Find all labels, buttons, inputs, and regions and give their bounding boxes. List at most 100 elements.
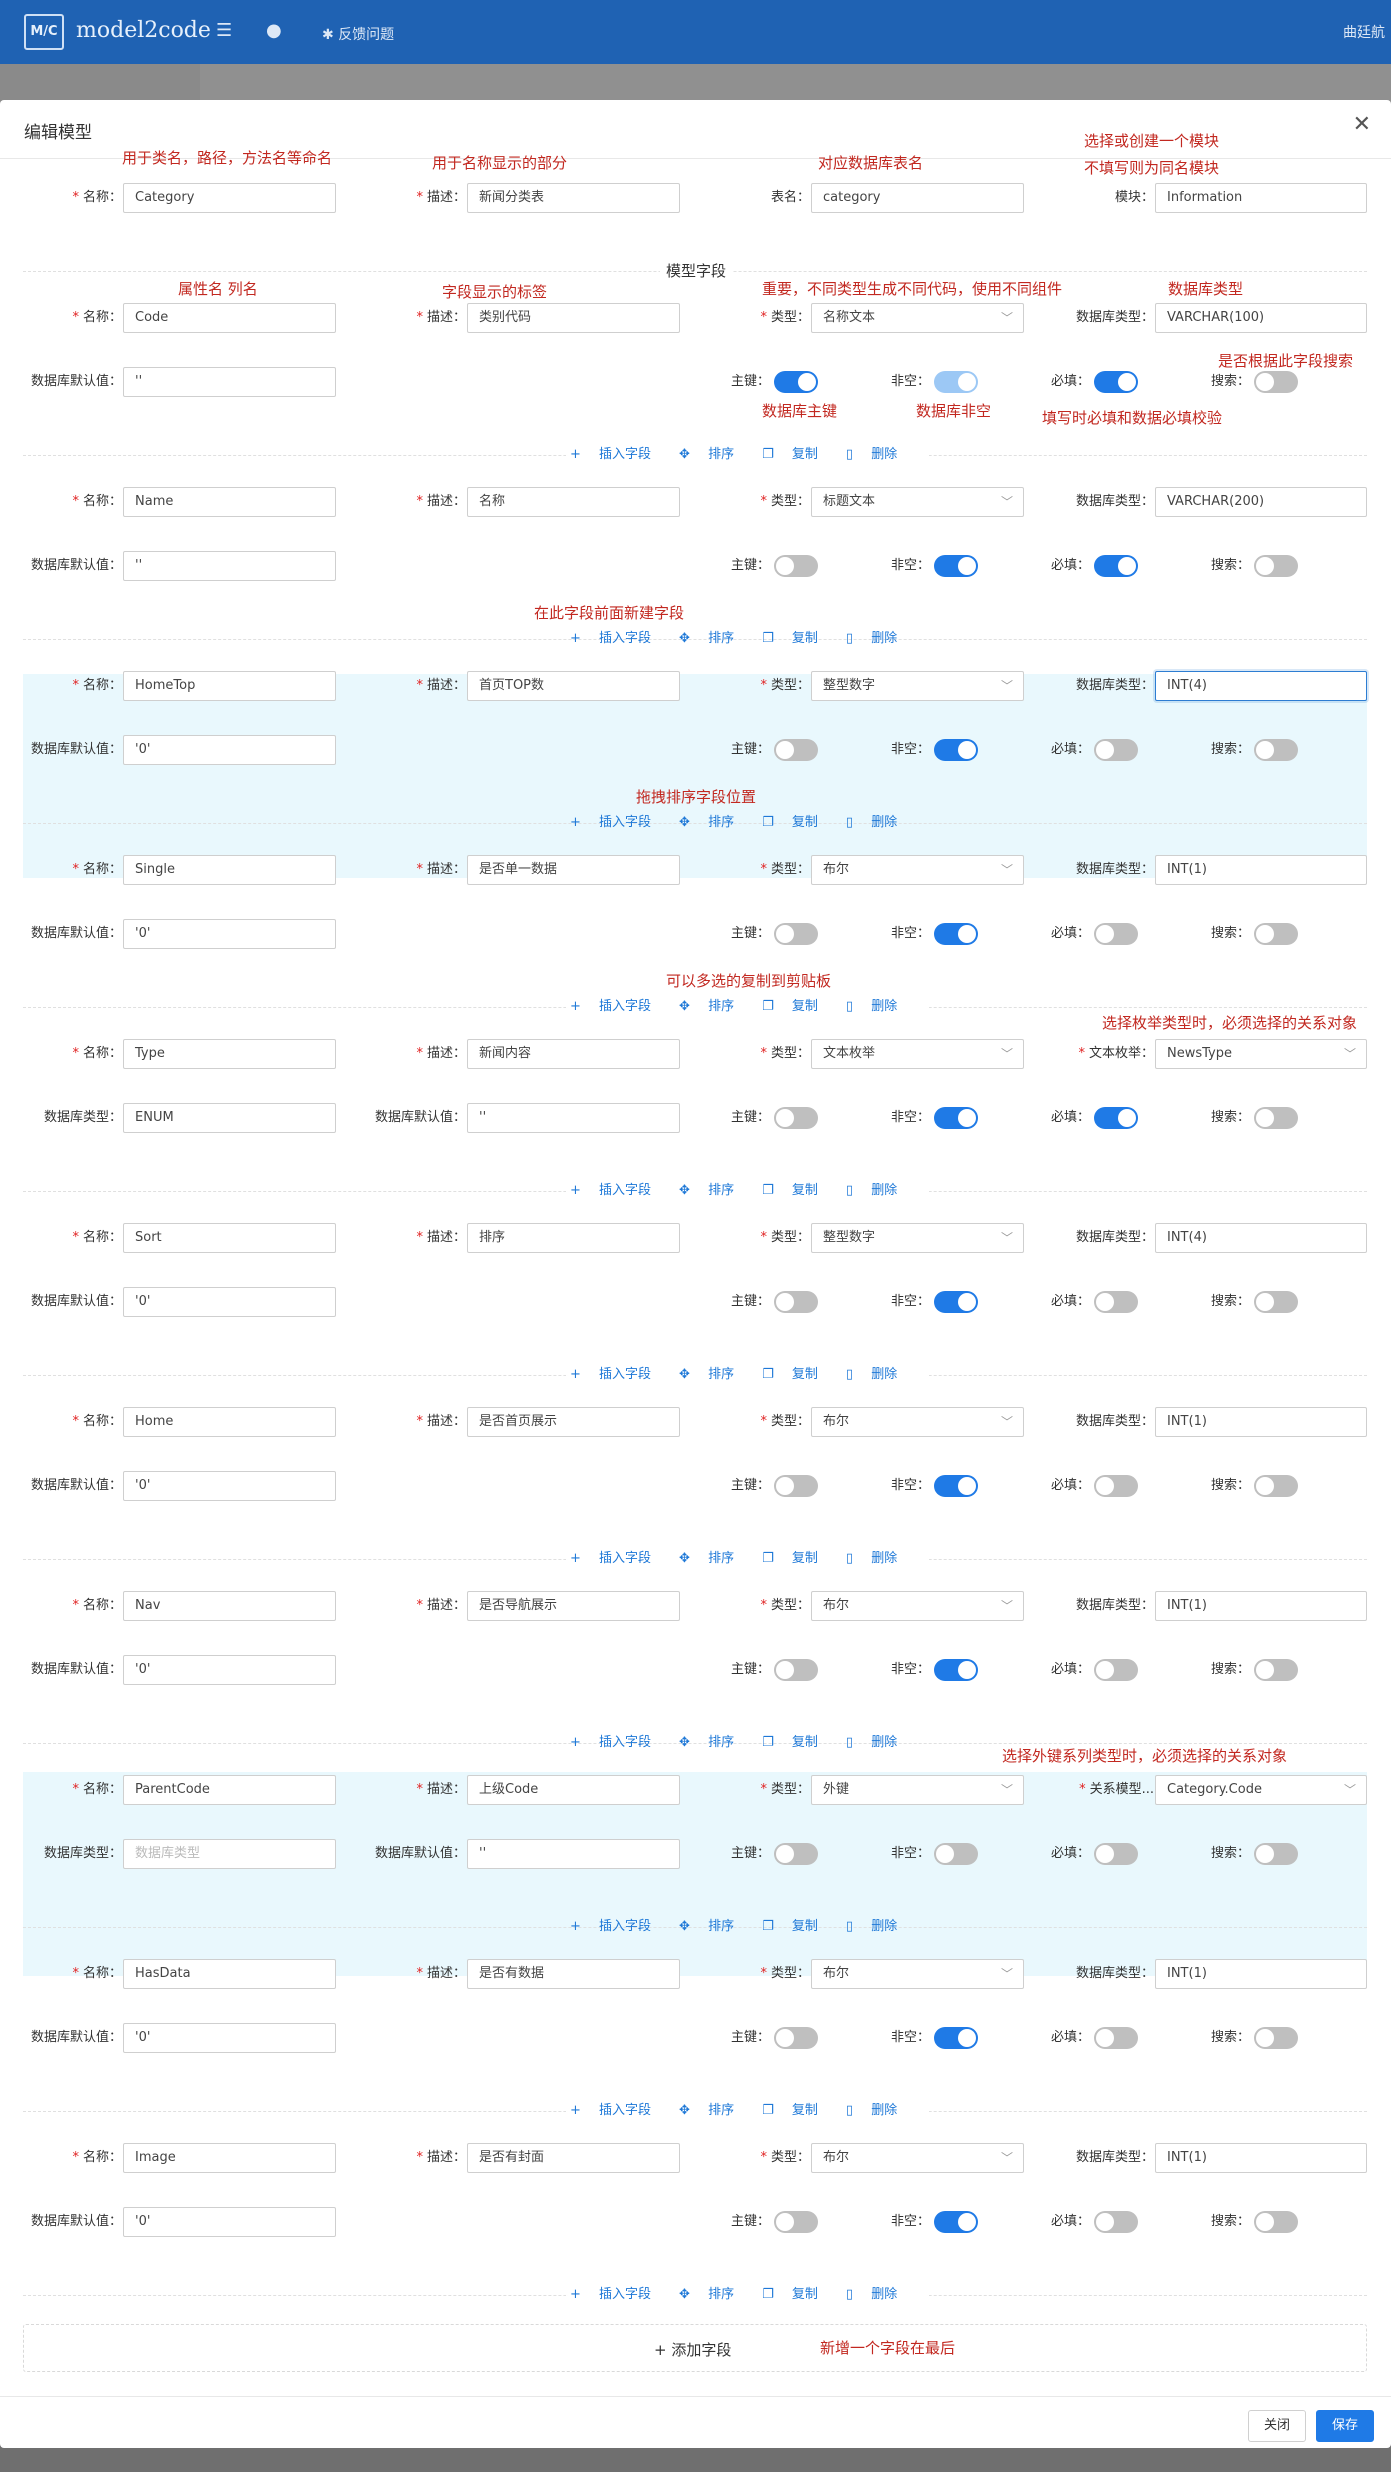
db-type-input[interactable]: VARCHAR(100) bbox=[1155, 303, 1367, 333]
db-type-input[interactable]: INT(1) bbox=[1155, 2143, 1367, 2173]
search-toggle[interactable] bbox=[1254, 1291, 1298, 1313]
db-type-input[interactable]: 数据库类型 bbox=[123, 1839, 336, 1869]
primary-key-toggle[interactable] bbox=[774, 371, 818, 393]
model-name-input[interactable]: Category bbox=[123, 183, 336, 213]
field-desc-input[interactable]: 新闻内容 bbox=[467, 1039, 680, 1069]
sort-handle-button[interactable]: ✥ 排序 bbox=[679, 1367, 735, 1382]
module-input[interactable]: Information bbox=[1155, 183, 1367, 213]
field-type-select[interactable]: 标题文本 ﹀ bbox=[811, 487, 1024, 517]
not-null-toggle[interactable] bbox=[934, 2211, 978, 2233]
delete-field-button[interactable]: ▯ 删除 bbox=[845, 1551, 898, 1566]
delete-field-button[interactable]: ▯ 删除 bbox=[845, 815, 898, 830]
not-null-toggle[interactable] bbox=[934, 923, 978, 945]
search-toggle[interactable] bbox=[1254, 1659, 1298, 1681]
required-toggle[interactable] bbox=[1094, 555, 1138, 577]
db-default-input[interactable]: '0' bbox=[123, 2207, 336, 2237]
db-default-input[interactable]: '0' bbox=[123, 2023, 336, 2053]
not-null-toggle[interactable] bbox=[934, 1659, 978, 1681]
search-toggle[interactable] bbox=[1254, 739, 1298, 761]
db-type-input[interactable]: INT(1) bbox=[1155, 1959, 1367, 1989]
db-default-input[interactable]: '' bbox=[467, 1103, 680, 1133]
insert-field-button[interactable]: + 插入字段 bbox=[570, 1551, 652, 1566]
field-name-input[interactable]: Code bbox=[123, 303, 336, 333]
db-default-input[interactable]: '' bbox=[123, 367, 336, 397]
copy-field-button[interactable]: ❐ 复制 bbox=[762, 1183, 818, 1198]
delete-field-button[interactable]: ▯ 删除 bbox=[845, 1183, 898, 1198]
field-name-input[interactable]: Image bbox=[123, 2143, 336, 2173]
save-button[interactable]: 保存 bbox=[1316, 2410, 1374, 2442]
not-null-toggle[interactable] bbox=[934, 2027, 978, 2049]
field-type-select[interactable]: 布尔 ﹀ bbox=[811, 1407, 1024, 1437]
search-toggle[interactable] bbox=[1254, 1107, 1298, 1129]
primary-key-toggle[interactable] bbox=[774, 1291, 818, 1313]
field-type-select[interactable]: 布尔 ﹀ bbox=[811, 1959, 1024, 1989]
close-icon[interactable]: ✕ bbox=[1352, 112, 1371, 137]
insert-field-button[interactable]: + 插入字段 bbox=[570, 1735, 652, 1750]
field-desc-input[interactable]: 上级Code bbox=[467, 1775, 680, 1805]
field-name-input[interactable]: Sort bbox=[123, 1223, 336, 1253]
delete-field-button[interactable]: ▯ 删除 bbox=[845, 1735, 898, 1750]
sort-handle-button[interactable]: ✥ 排序 bbox=[679, 999, 735, 1014]
copy-field-button[interactable]: ❐ 复制 bbox=[762, 447, 818, 462]
field-desc-input[interactable]: 是否有数据 bbox=[467, 1959, 680, 1989]
db-type-input[interactable]: INT(4) bbox=[1155, 671, 1367, 701]
required-toggle[interactable] bbox=[1094, 739, 1138, 761]
field-type-select[interactable]: 整型数字 ﹀ bbox=[811, 1223, 1024, 1253]
search-toggle[interactable] bbox=[1254, 1843, 1298, 1865]
db-default-input[interactable]: '0' bbox=[123, 1471, 336, 1501]
field-type-select[interactable]: 名称文本 ﹀ bbox=[811, 303, 1024, 333]
search-toggle[interactable] bbox=[1254, 923, 1298, 945]
not-null-toggle[interactable] bbox=[934, 1475, 978, 1497]
not-null-toggle[interactable] bbox=[934, 739, 978, 761]
sort-handle-button[interactable]: ✥ 排序 bbox=[679, 2287, 735, 2302]
db-type-input[interactable]: INT(4) bbox=[1155, 1223, 1367, 1253]
primary-key-toggle[interactable] bbox=[774, 2211, 818, 2233]
field-desc-input[interactable]: 排序 bbox=[467, 1223, 680, 1253]
db-type-input[interactable]: INT(1) bbox=[1155, 1591, 1367, 1621]
db-default-input[interactable]: '0' bbox=[123, 1655, 336, 1685]
required-toggle[interactable] bbox=[1094, 2027, 1138, 2049]
sort-handle-button[interactable]: ✥ 排序 bbox=[679, 1183, 735, 1198]
field-name-input[interactable]: HomeTop bbox=[123, 671, 336, 701]
not-null-toggle[interactable] bbox=[934, 1291, 978, 1313]
field-desc-input[interactable]: 是否导航展示 bbox=[467, 1591, 680, 1621]
db-type-input[interactable]: ENUM bbox=[123, 1103, 336, 1133]
required-toggle[interactable] bbox=[1094, 2211, 1138, 2233]
field-name-input[interactable]: ParentCode bbox=[123, 1775, 336, 1805]
delete-field-button[interactable]: ▯ 删除 bbox=[845, 447, 898, 462]
sort-handle-button[interactable]: ✥ 排序 bbox=[679, 815, 735, 830]
field-name-input[interactable]: Nav bbox=[123, 1591, 336, 1621]
db-type-input[interactable]: INT(1) bbox=[1155, 855, 1367, 885]
field-name-input[interactable]: Type bbox=[123, 1039, 336, 1069]
insert-field-button[interactable]: + 插入字段 bbox=[570, 631, 652, 646]
not-null-toggle[interactable] bbox=[934, 1107, 978, 1129]
required-toggle[interactable] bbox=[1094, 923, 1138, 945]
sort-handle-button[interactable]: ✥ 排序 bbox=[679, 1919, 735, 1934]
table-name-input[interactable]: category bbox=[811, 183, 1024, 213]
not-null-toggle[interactable] bbox=[934, 555, 978, 577]
relation-model-select[interactable]: Category.Code ﹀ bbox=[1155, 1775, 1367, 1805]
app-title[interactable]: model2code bbox=[76, 18, 211, 43]
db-default-input[interactable]: '0' bbox=[123, 919, 336, 949]
not-null-toggle[interactable] bbox=[934, 1843, 978, 1865]
required-toggle[interactable] bbox=[1094, 1291, 1138, 1313]
field-desc-input[interactable]: 是否有封面 bbox=[467, 2143, 680, 2173]
required-toggle[interactable] bbox=[1094, 371, 1138, 393]
copy-field-button[interactable]: ❐ 复制 bbox=[762, 815, 818, 830]
search-toggle[interactable] bbox=[1254, 2211, 1298, 2233]
field-type-select[interactable]: 外键 ﹀ bbox=[811, 1775, 1024, 1805]
copy-field-button[interactable]: ❐ 复制 bbox=[762, 1367, 818, 1382]
db-default-input[interactable]: '' bbox=[123, 551, 336, 581]
field-desc-input[interactable]: 是否单一数据 bbox=[467, 855, 680, 885]
insert-field-button[interactable]: + 插入字段 bbox=[570, 2103, 652, 2118]
field-desc-input[interactable]: 名称 bbox=[467, 487, 680, 517]
copy-field-button[interactable]: ❐ 复制 bbox=[762, 2287, 818, 2302]
delete-field-button[interactable]: ▯ 删除 bbox=[845, 2103, 898, 2118]
copy-field-button[interactable]: ❐ 复制 bbox=[762, 631, 818, 646]
insert-field-button[interactable]: + 插入字段 bbox=[570, 815, 652, 830]
insert-field-button[interactable]: + 插入字段 bbox=[570, 2287, 652, 2302]
search-toggle[interactable] bbox=[1254, 371, 1298, 393]
field-desc-input[interactable]: 首页TOP数 bbox=[467, 671, 680, 701]
sort-handle-button[interactable]: ✥ 排序 bbox=[679, 631, 735, 646]
not-null-toggle[interactable] bbox=[934, 371, 978, 393]
